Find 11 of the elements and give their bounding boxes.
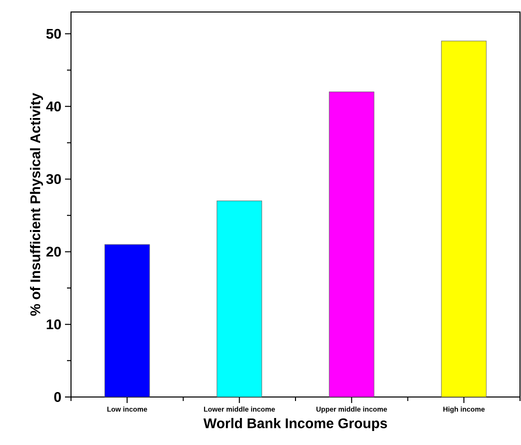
y-tick-label: 50 [46, 28, 61, 39]
y-tick-label: 20 [46, 246, 61, 257]
bar [328, 92, 374, 397]
y-tick-label: 30 [46, 174, 61, 184]
y-tick-label: 10 [46, 319, 61, 330]
y-tick-label: 0 [54, 392, 61, 402]
y-axis-title: % of Insufficient Physical Activity [30, 92, 44, 316]
y-tick-label: 40 [46, 101, 61, 112]
x-axis-title: World Bank Income Groups [203, 418, 387, 431]
bar [441, 40, 487, 397]
bar [104, 244, 150, 397]
